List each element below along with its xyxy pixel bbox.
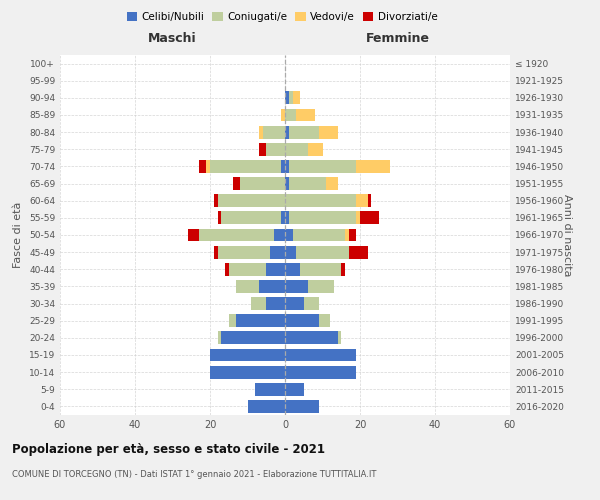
Bar [285, 228, 293, 241]
Bar [289, 177, 326, 190]
Y-axis label: Fasce di età: Fasce di età [13, 202, 23, 268]
Bar [296, 246, 349, 258]
Bar [356, 194, 367, 207]
Bar [345, 228, 349, 241]
Text: Maschi: Maschi [148, 32, 197, 44]
Bar [281, 212, 285, 224]
Bar [367, 194, 371, 207]
Bar [270, 246, 285, 258]
Bar [285, 332, 337, 344]
Bar [266, 297, 285, 310]
Text: Femmine: Femmine [365, 32, 430, 44]
Bar [199, 160, 206, 173]
Bar [285, 383, 304, 396]
Bar [285, 177, 289, 190]
Bar [289, 160, 356, 173]
Bar [356, 160, 390, 173]
Bar [289, 92, 293, 104]
Bar [218, 332, 221, 344]
Bar [349, 228, 356, 241]
Bar [274, 228, 285, 241]
Bar [285, 126, 289, 138]
Bar [293, 228, 345, 241]
Bar [285, 160, 289, 173]
Bar [236, 280, 259, 293]
Bar [225, 263, 229, 276]
Bar [326, 177, 337, 190]
Legend: Celibi/Nubili, Coniugati/e, Vedovi/e, Divorziati/e: Celibi/Nubili, Coniugati/e, Vedovi/e, Di… [122, 8, 442, 26]
Bar [285, 297, 304, 310]
Bar [285, 92, 289, 104]
Bar [289, 212, 356, 224]
Bar [263, 126, 285, 138]
Bar [221, 332, 285, 344]
Bar [248, 400, 285, 413]
Bar [229, 263, 266, 276]
Bar [210, 348, 285, 362]
Bar [281, 160, 285, 173]
Bar [251, 297, 266, 310]
Bar [285, 194, 356, 207]
Bar [221, 212, 281, 224]
Bar [218, 246, 270, 258]
Bar [229, 314, 236, 327]
Bar [296, 108, 315, 122]
Bar [304, 297, 319, 310]
Bar [206, 160, 210, 173]
Bar [259, 126, 263, 138]
Bar [266, 143, 285, 156]
Bar [218, 212, 221, 224]
Bar [199, 228, 274, 241]
Bar [308, 143, 323, 156]
Bar [285, 280, 308, 293]
Bar [319, 126, 337, 138]
Bar [233, 177, 240, 190]
Bar [300, 263, 341, 276]
Text: Popolazione per età, sesso e stato civile - 2021: Popolazione per età, sesso e stato civil… [12, 442, 325, 456]
Bar [259, 280, 285, 293]
Bar [285, 246, 296, 258]
Bar [218, 194, 285, 207]
Bar [349, 246, 367, 258]
Bar [281, 108, 285, 122]
Bar [308, 280, 334, 293]
Bar [285, 263, 300, 276]
Bar [240, 177, 285, 190]
Bar [341, 263, 345, 276]
Bar [337, 332, 341, 344]
Bar [210, 366, 285, 378]
Bar [285, 348, 356, 362]
Bar [285, 400, 319, 413]
Bar [236, 314, 285, 327]
Bar [360, 212, 379, 224]
Bar [255, 383, 285, 396]
Bar [214, 246, 218, 258]
Bar [285, 108, 296, 122]
Bar [285, 212, 289, 224]
Y-axis label: Anni di nascita: Anni di nascita [562, 194, 572, 276]
Bar [289, 126, 319, 138]
Bar [214, 194, 218, 207]
Bar [293, 92, 300, 104]
Bar [285, 143, 308, 156]
Bar [285, 366, 356, 378]
Bar [187, 228, 199, 241]
Bar [285, 314, 319, 327]
Bar [210, 160, 281, 173]
Bar [356, 212, 360, 224]
Bar [259, 143, 266, 156]
Bar [319, 314, 330, 327]
Bar [266, 263, 285, 276]
Text: COMUNE DI TORCEGNO (TN) - Dati ISTAT 1° gennaio 2021 - Elaborazione TUTTITALIA.I: COMUNE DI TORCEGNO (TN) - Dati ISTAT 1° … [12, 470, 376, 479]
